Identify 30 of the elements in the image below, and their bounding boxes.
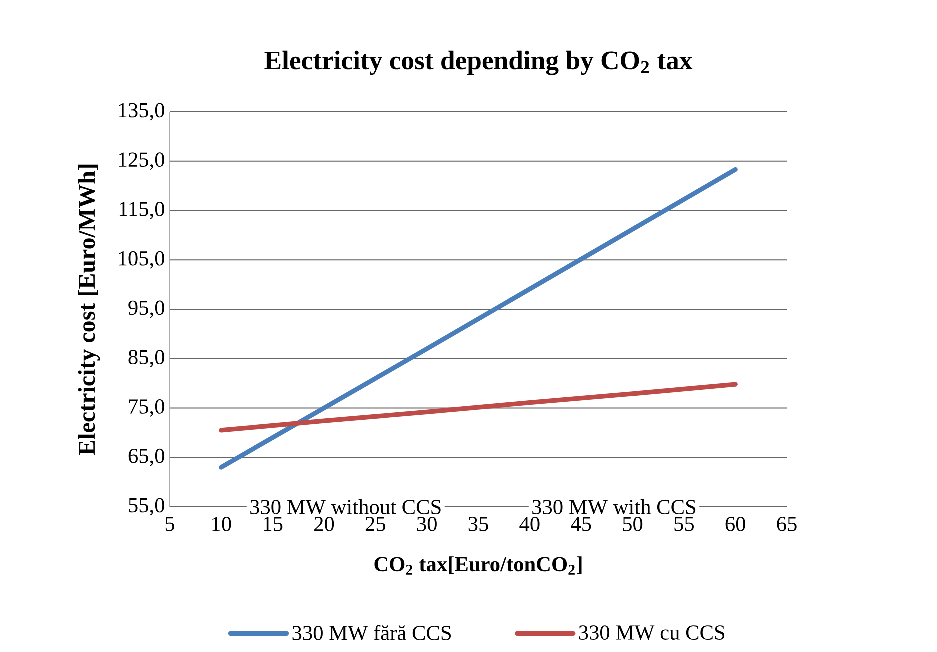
y-tick-label: 75,0	[129, 400, 164, 417]
x-tick-label: 55	[674, 517, 694, 532]
x-tick-label: 30	[417, 517, 437, 532]
y-tick-label: 95,0	[128, 300, 164, 318]
x-tick-label: 45	[571, 517, 592, 532]
x-tick-label: 10	[212, 517, 232, 532]
y-tick-label: 115,0	[120, 202, 164, 220]
y-tick-label: 85,0	[128, 350, 164, 368]
chart-title: Electricity cost depending by CO$_{2}$ tax	[264, 50, 693, 76]
x-tick-label: 15	[264, 517, 283, 532]
y-tick-label: 55,0	[129, 498, 164, 516]
annotation: 330 MW without CCS	[250, 499, 441, 515]
x-tick-label: 50	[623, 517, 643, 532]
x-tick-label: 35	[468, 517, 488, 532]
y-tick-label: 135,0	[119, 103, 164, 121]
legend-label: 330 MW cu CCS	[579, 626, 725, 640]
x-tick-label: 20	[314, 517, 334, 532]
annotation: 330 MW with CCS	[532, 499, 696, 515]
legend-label: 330 MW fără CCS	[292, 625, 451, 641]
y-tick-label: 65,0	[128, 448, 164, 466]
x-tick-label: 60	[726, 517, 746, 532]
y-tick-label: 105,0	[119, 251, 164, 269]
line-series	[219, 382, 738, 433]
y-axis-title: Electricity cost [Euro/MWh]	[78, 164, 100, 456]
x-axis-title: CO$_{2}$ tax[Euro/tonCO$_{2}$]	[374, 556, 582, 575]
x-tick-label: 65	[777, 517, 797, 532]
x-tick-label: 5	[166, 517, 174, 532]
x-tick-label: 25	[366, 517, 386, 532]
x-tick-label: 40	[520, 517, 540, 532]
y-tick-label: 125,0	[119, 152, 164, 170]
